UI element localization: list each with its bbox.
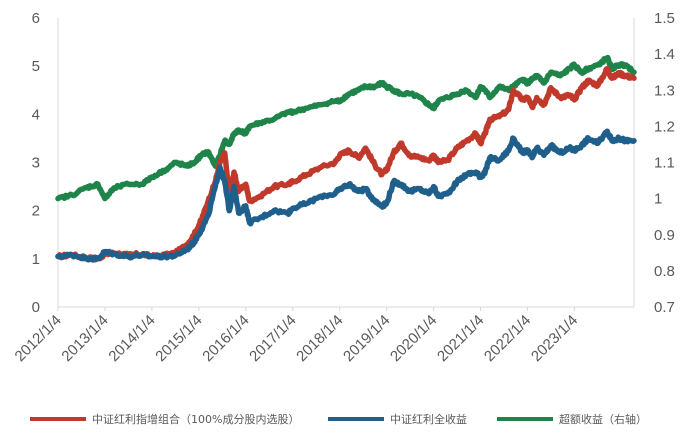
series-line-red xyxy=(55,65,637,263)
y-right-tick-label: 0.9 xyxy=(654,227,675,244)
y-left-tick-label: 1 xyxy=(32,251,40,268)
x-tick-label: 2014/1/4 xyxy=(105,312,158,365)
x-tick-label: 2020/1/4 xyxy=(387,312,440,365)
x-tick-label: 2022/1/4 xyxy=(481,312,534,365)
x-tick-label: 2016/1/4 xyxy=(199,312,252,365)
y-left-tick-label: 5 xyxy=(32,58,40,75)
series-line-blue xyxy=(55,128,637,263)
y-right-tick-label: 1.1 xyxy=(654,155,675,172)
x-tick-label: 2021/1/4 xyxy=(434,312,487,365)
legend-label-blue: 中证红利全收益 xyxy=(390,412,467,426)
series-lines xyxy=(55,54,637,263)
legend-label-red: 中证红利指增组合（100%成分股内选股） xyxy=(92,412,299,426)
y-left-tick-label: 3 xyxy=(32,155,40,172)
x-tick-label: 2015/1/4 xyxy=(152,312,205,365)
y-left-tick-label: 0 xyxy=(32,299,40,316)
x-axis-ticks: 2012/1/42013/1/42014/1/42015/1/42016/1/4… xyxy=(12,307,581,365)
y-right-tick-label: 1.4 xyxy=(654,46,675,63)
x-tick-label: 2018/1/4 xyxy=(293,312,346,365)
legend: 中证红利指增组合（100%成分股内选股） 中证红利全收益 超额收益（右轴） xyxy=(30,412,647,426)
y-right-tick-label: 1.3 xyxy=(654,82,675,99)
x-tick-label: 2017/1/4 xyxy=(246,312,299,365)
y-right-tick-label: 1.2 xyxy=(654,118,675,135)
x-tick-label: 2012/1/4 xyxy=(12,312,65,365)
series-line-green xyxy=(55,54,637,202)
y-axis-right-ticks: 0.7 0.8 0.9 1 1.1 1.2 1.3 1.4 1.5 xyxy=(654,10,675,316)
x-tick-label: 2019/1/4 xyxy=(340,312,393,365)
y-right-tick-label: 0.7 xyxy=(654,299,675,316)
y-axis-left-ticks: 0 1 2 3 4 5 6 xyxy=(32,10,40,316)
x-tick-label: 2013/1/4 xyxy=(58,312,111,365)
y-right-tick-label: 1 xyxy=(654,191,662,208)
y-right-tick-label: 0.8 xyxy=(654,263,675,280)
y-left-tick-label: 2 xyxy=(32,203,40,220)
y-left-tick-label: 6 xyxy=(32,10,40,27)
y-right-tick-label: 1.5 xyxy=(654,10,675,27)
legend-label-green: 超额收益（右轴） xyxy=(559,412,647,426)
axes xyxy=(57,18,635,308)
x-tick-label: 2023/1/4 xyxy=(528,312,581,365)
y-left-tick-label: 4 xyxy=(32,106,40,123)
